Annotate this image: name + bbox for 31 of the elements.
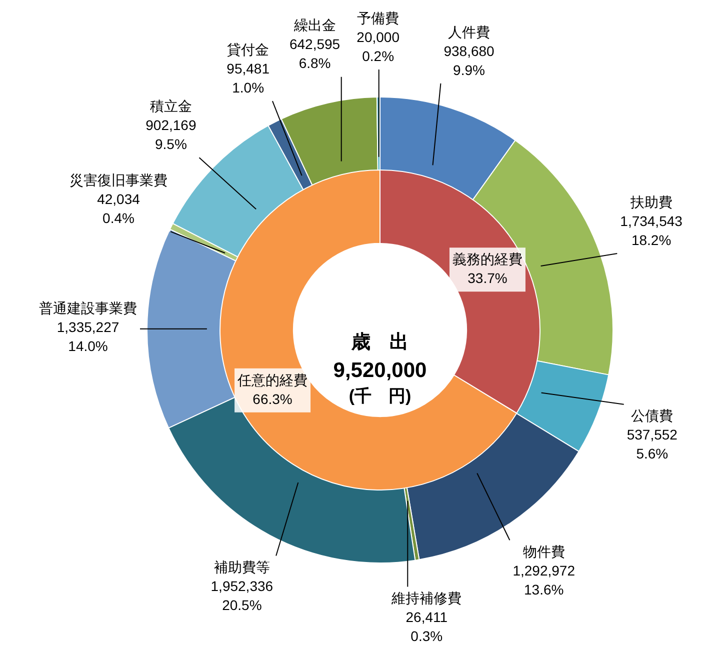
data-label: 642,595 6.8% <box>289 36 340 72</box>
data-label: 1,952,336 20.5% <box>210 578 274 614</box>
data-label: 1,335,227 14.0% <box>56 318 120 354</box>
slice-label: 普通建設事業費 <box>39 300 138 316</box>
data-label: 1,292,972 13.6% <box>512 562 576 598</box>
data-label: 66.3% <box>252 390 292 407</box>
slice-label: 繰出金 <box>292 17 336 34</box>
slice-label: 予備費 <box>357 10 400 26</box>
text: (千 円) <box>348 386 412 406</box>
data-label: 95,481 1.0% <box>226 60 270 96</box>
data-label: 938,680 9.9% <box>444 42 495 78</box>
data-label: 537,552 5.6% <box>626 426 678 462</box>
data-label: 1,734,543 18.2% <box>620 212 683 248</box>
text: 歳 出 <box>350 331 408 354</box>
slice-label: 公債費 <box>631 408 674 424</box>
data-label: 902,169 9.5% <box>146 117 196 152</box>
slice-label: 維持補修費 <box>390 590 462 606</box>
data-label: 42,034 0.4% <box>97 190 140 226</box>
slice-label: 扶助費 <box>629 194 672 210</box>
slice-label: 補助費等 <box>214 559 270 576</box>
data-label: 33.7% <box>468 270 508 286</box>
slice-label: 人件費 <box>448 24 490 40</box>
slice-label: 積立金 <box>150 98 192 114</box>
slice-label: 義務的経費 <box>452 250 522 267</box>
slice-label: 貸付金 <box>227 41 270 58</box>
data-label: 26,411 0.3% <box>406 609 448 644</box>
slice-label: 災害復旧事業費 <box>70 172 168 188</box>
text: 9,520,000 <box>333 358 427 382</box>
data-label: 20,000 0.2% <box>356 28 400 64</box>
slice-label: 任意的経費 <box>236 372 308 388</box>
slice-label: 物件費 <box>522 544 565 560</box>
